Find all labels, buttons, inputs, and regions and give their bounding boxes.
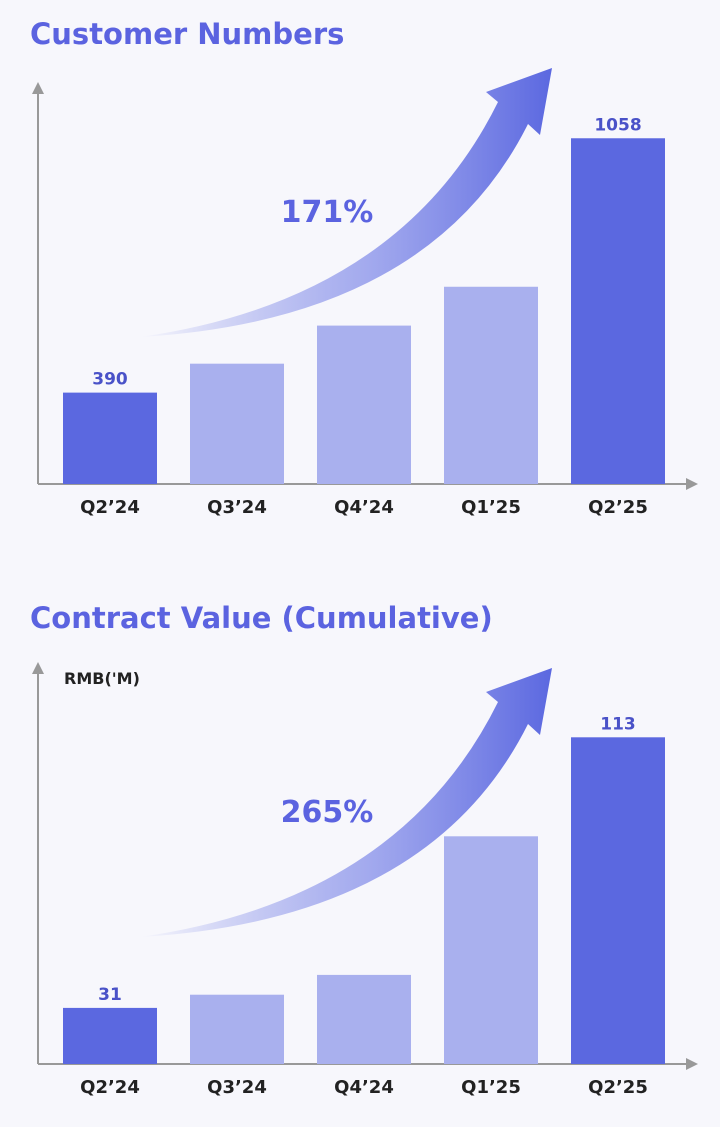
- value-label: 113: [600, 714, 636, 734]
- y-axis-arrow: [32, 82, 44, 94]
- x-tick-label: Q1’25: [461, 497, 521, 518]
- x-tick-label: Q2’24: [80, 1077, 140, 1098]
- growth-arrow: [140, 668, 552, 937]
- x-tick-label: Q4’24: [334, 497, 394, 518]
- x-tick-label: Q4’24: [334, 1077, 394, 1098]
- growth-annotation: 171%: [281, 195, 374, 230]
- bar: [190, 363, 284, 484]
- x-tick-label: Q1’25: [461, 1077, 521, 1098]
- x-axis-arrow: [686, 1058, 698, 1070]
- bar: [317, 325, 411, 484]
- growth-annotation: 265%: [281, 795, 374, 830]
- value-label: 390: [92, 370, 128, 390]
- chart-title: Contract Value (Cumulative): [30, 601, 493, 635]
- value-label: 1058: [594, 115, 641, 135]
- x-tick-label: Q3’24: [207, 1077, 267, 1098]
- bar: [63, 1007, 157, 1064]
- bar: [571, 737, 665, 1064]
- bar: [317, 974, 411, 1064]
- bar: [571, 138, 665, 484]
- x-tick-label: Q3’24: [207, 497, 267, 518]
- x-tick-label: Q2’25: [588, 1077, 648, 1098]
- bar: [190, 994, 284, 1064]
- bar: [444, 836, 538, 1064]
- bar: [444, 286, 538, 484]
- bar: [63, 392, 157, 484]
- chart-title: Customer Numbers: [30, 17, 344, 51]
- y-axis-label: RMB('M): [64, 669, 140, 688]
- x-tick-label: Q2’25: [588, 497, 648, 518]
- value-label: 31: [98, 985, 122, 1005]
- x-tick-label: Q2’24: [80, 497, 140, 518]
- growth-arrow: [140, 68, 552, 337]
- x-axis-arrow: [686, 478, 698, 490]
- y-axis-arrow: [32, 662, 44, 674]
